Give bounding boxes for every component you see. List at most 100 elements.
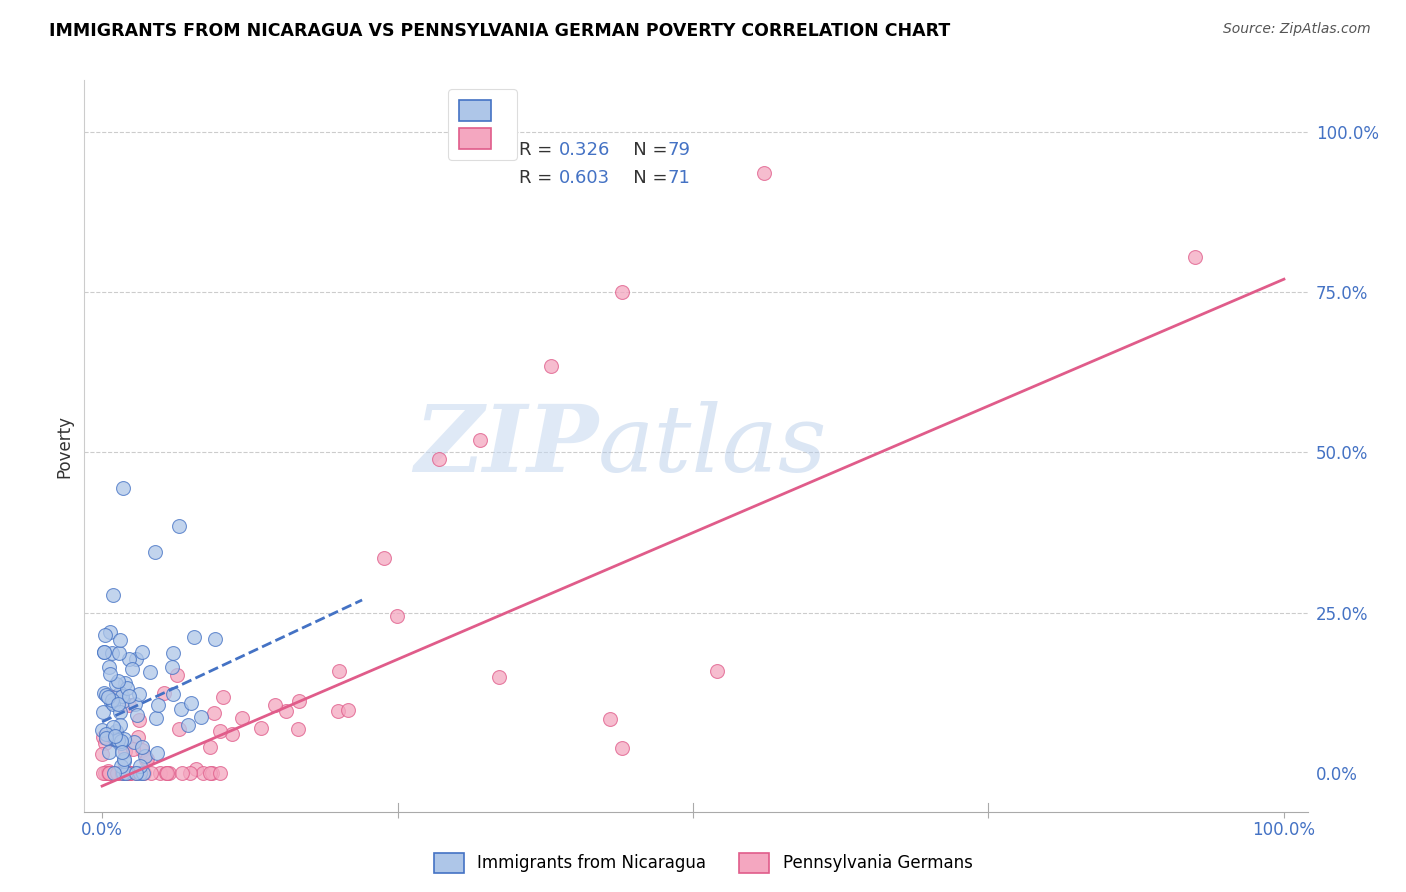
Text: atlas: atlas <box>598 401 828 491</box>
Text: 100.0%: 100.0% <box>1253 822 1316 839</box>
Point <box>101 720 124 734</box>
Point <box>231 711 253 725</box>
Point <box>131 645 153 659</box>
Point <box>212 690 235 705</box>
Point <box>120 766 142 780</box>
Point <box>488 670 510 684</box>
Point <box>111 766 134 780</box>
Point <box>157 766 180 780</box>
Point <box>110 718 132 732</box>
Point <box>105 690 128 704</box>
Point <box>96 688 118 702</box>
Point <box>132 766 155 780</box>
Point <box>129 766 152 780</box>
Point <box>118 652 141 666</box>
Text: 0.326: 0.326 <box>560 141 610 159</box>
Point <box>274 704 297 718</box>
Point <box>191 766 214 780</box>
Point <box>167 722 190 736</box>
Point <box>104 677 127 691</box>
Point <box>91 747 114 762</box>
Point <box>153 685 176 699</box>
Point <box>170 766 193 780</box>
Point <box>112 481 135 495</box>
Point <box>540 359 562 373</box>
Point <box>98 745 121 759</box>
Point <box>104 732 127 747</box>
Point <box>204 706 226 720</box>
Point <box>114 766 136 780</box>
Point <box>204 632 226 646</box>
Point <box>249 721 271 735</box>
Point <box>373 551 395 566</box>
Point <box>91 766 114 780</box>
Point <box>111 689 134 703</box>
Point <box>328 664 350 678</box>
Point <box>132 766 155 780</box>
Point <box>107 698 129 712</box>
Point <box>100 693 122 707</box>
Point <box>128 714 150 728</box>
Point <box>115 681 138 696</box>
Point <box>184 762 207 776</box>
Point <box>91 706 114 720</box>
Point <box>427 451 450 466</box>
Point <box>124 697 146 711</box>
Point <box>117 698 139 713</box>
Point <box>97 690 120 705</box>
Point <box>111 766 134 780</box>
Point <box>110 733 132 747</box>
Point <box>105 725 128 739</box>
Point <box>112 752 135 766</box>
Point <box>101 588 124 602</box>
Text: IMMIGRANTS FROM NICARAGUA VS PENNSYLVANIA GERMAN POVERTY CORRELATION CHART: IMMIGRANTS FROM NICARAGUA VS PENNSYLVANI… <box>49 22 950 40</box>
Point <box>149 766 172 780</box>
Point <box>128 758 150 772</box>
Legend: , : , <box>449 89 517 160</box>
Point <box>162 687 184 701</box>
Text: N =: N = <box>616 141 673 159</box>
Point <box>112 755 135 769</box>
Point <box>160 660 183 674</box>
Point <box>170 702 193 716</box>
Point <box>111 694 134 708</box>
Point <box>111 745 134 759</box>
Point <box>114 744 136 758</box>
Point <box>107 766 129 780</box>
Point <box>97 766 120 780</box>
Point <box>156 766 179 780</box>
Point <box>145 710 167 724</box>
Text: ZIP: ZIP <box>413 401 598 491</box>
Point <box>134 749 156 764</box>
Point <box>127 730 149 744</box>
Text: R =: R = <box>519 141 558 159</box>
Point <box>93 686 115 700</box>
Point <box>610 740 633 755</box>
Point <box>128 687 150 701</box>
Point <box>706 664 728 678</box>
Text: 79: 79 <box>668 141 690 159</box>
Point <box>610 285 633 299</box>
Point <box>221 727 243 741</box>
Text: N =: N = <box>616 169 673 186</box>
Point <box>264 698 287 713</box>
Point <box>100 695 122 709</box>
Text: 71: 71 <box>668 169 690 186</box>
Point <box>385 609 408 624</box>
Point <box>470 433 492 447</box>
Point <box>118 766 141 780</box>
Point <box>328 704 350 718</box>
Text: Source: ZipAtlas.com: Source: ZipAtlas.com <box>1223 22 1371 37</box>
Y-axis label: Poverty: Poverty <box>55 415 73 477</box>
Point <box>94 628 117 642</box>
Point <box>110 759 132 773</box>
Point <box>131 740 153 755</box>
Point <box>117 689 139 703</box>
Point <box>107 646 129 660</box>
Point <box>198 766 221 780</box>
Point <box>145 746 167 760</box>
Point <box>110 736 132 750</box>
Point <box>118 766 141 780</box>
Point <box>117 766 139 780</box>
Point <box>125 652 148 666</box>
